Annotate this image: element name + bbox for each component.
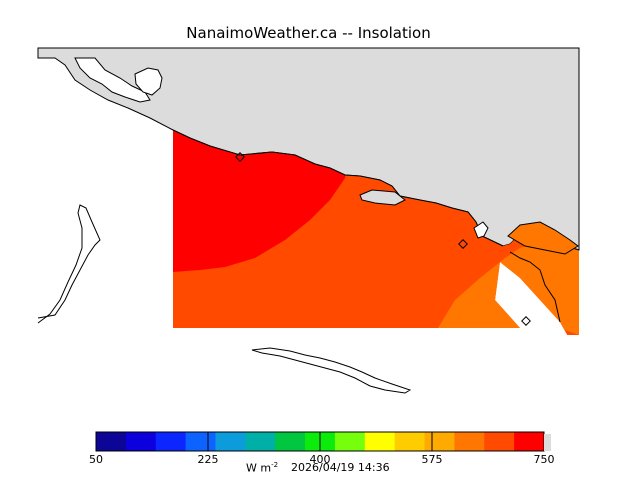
colorbar-cell: [275, 432, 306, 451]
colorbar-cell: [394, 432, 426, 451]
colorbar-cell: [155, 432, 187, 451]
map-title: NanaimoWeather.ca -- Insolation: [186, 24, 431, 42]
colorbar-cell: [334, 432, 366, 451]
colorbar-cell: [484, 432, 515, 451]
colorbar-cell: [424, 432, 455, 451]
timestamp: 2026/04/19 14:36: [291, 461, 390, 474]
colorbar-units: W m-2: [246, 461, 278, 475]
colorbar-cell: [96, 432, 127, 451]
diamond-marker[interactable]: [458, 239, 468, 249]
island-spit: [473, 221, 489, 239]
colorbar-shadow: [544, 434, 551, 451]
colorbar-cell: [125, 432, 157, 451]
units-exponent: -2: [271, 461, 279, 469]
inlet-2: [134, 67, 163, 96]
diamond-marker[interactable]: [235, 152, 245, 162]
colorbar-cells: [96, 432, 545, 451]
colorbar-tick-label: 225: [197, 453, 219, 466]
western-island: [37, 204, 101, 324]
southern-island: [251, 347, 412, 394]
colorbar-cell: [454, 432, 485, 451]
domain-coastline: [172, 129, 504, 247]
inlet-1: [74, 57, 151, 103]
colorbar-cell: [215, 432, 246, 451]
island-peninsula: [359, 189, 406, 206]
colorbar-cell: [364, 432, 396, 451]
colorbar-cell: [245, 432, 276, 451]
colorbar-cell: [514, 432, 545, 451]
colorbar-tick-label: 750: [533, 453, 555, 466]
colorbar-tick-label: 400: [309, 453, 331, 466]
island-east: [507, 221, 579, 255]
colorbar-cell: [185, 432, 216, 451]
units-base: W m: [246, 461, 272, 475]
colorbar-tick-label: 50: [89, 453, 103, 466]
diamond-marker[interactable]: [521, 316, 531, 326]
colorbar-tick-label: 575: [421, 453, 443, 466]
